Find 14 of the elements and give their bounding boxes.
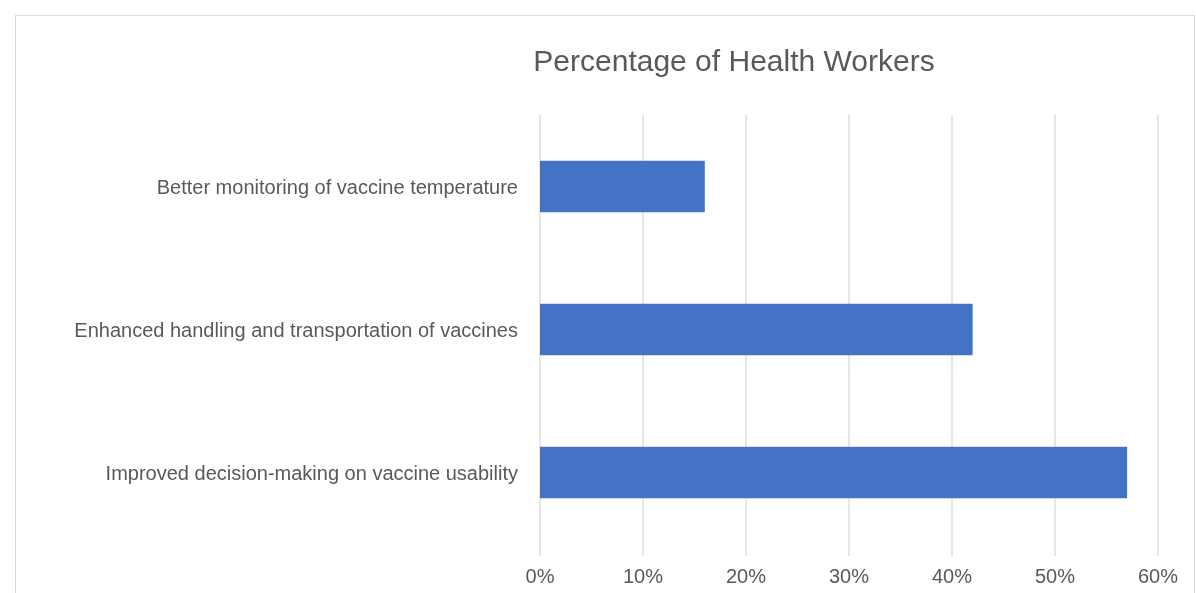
x-tick-label: 20% — [725, 565, 767, 587]
y-tick-label: Enhanced handling and transportation of vaccines — [74, 318, 518, 341]
bar — [540, 446, 1128, 499]
x-tick-label: 60% — [1137, 565, 1179, 587]
x-tick-label: 0% — [525, 565, 555, 587]
chart-title: Percentage of Health Workers — [533, 44, 935, 77]
y-tick-label: Improved decision-making on vaccine usability — [105, 461, 518, 484]
x-tick-label: 50% — [1034, 565, 1076, 587]
y-tick-label: Better monitoring of vaccine temperature — [156, 175, 518, 198]
x-tick-label: 10% — [622, 565, 664, 587]
bar — [540, 303, 973, 356]
x-tick-label: 40% — [931, 565, 973, 587]
x-tick-label: 30% — [828, 565, 870, 587]
bar — [540, 160, 705, 213]
